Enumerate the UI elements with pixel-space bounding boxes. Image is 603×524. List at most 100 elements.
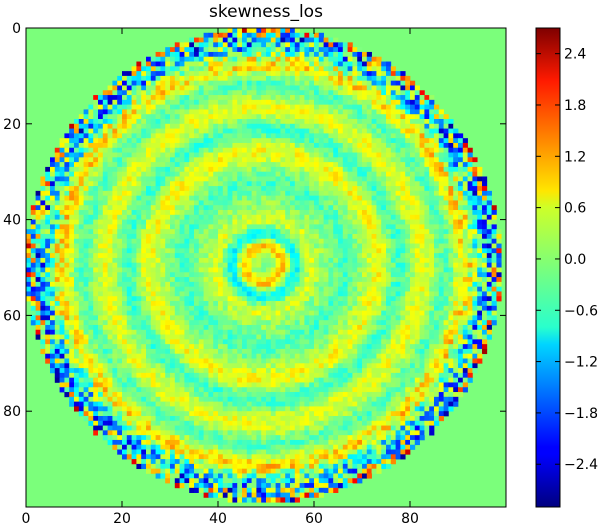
heatmap-cell (429, 219, 435, 225)
heatmap-cell (318, 186, 324, 192)
heatmap-cell (261, 166, 267, 173)
heatmap-cell (477, 195, 483, 201)
heatmap-cell (232, 301, 238, 307)
heatmap-cell (98, 109, 104, 115)
heatmap-cell (414, 315, 420, 321)
heatmap-cell (491, 253, 497, 259)
heatmap-cell (261, 104, 267, 110)
heatmap-cell (434, 166, 440, 173)
heatmap-cell (261, 95, 267, 101)
heatmap-cell (410, 281, 416, 288)
heatmap-cell (74, 152, 80, 158)
heatmap-cell (270, 219, 276, 225)
heatmap-cell (275, 157, 281, 163)
heatmap-cell (232, 267, 238, 273)
heatmap-cell (189, 61, 195, 67)
heatmap-cell (357, 224, 363, 230)
heatmap-cell (189, 75, 195, 82)
heatmap-cell (395, 291, 401, 297)
heatmap-cell (141, 315, 147, 321)
heatmap-cell (189, 257, 195, 264)
heatmap-cell (107, 243, 113, 249)
heatmap-cell (179, 162, 185, 168)
heatmap-cell (318, 248, 324, 254)
heatmap-cell (299, 219, 305, 225)
heatmap-cell (275, 162, 281, 168)
heatmap-cell (410, 142, 416, 149)
heatmap-cell (482, 214, 488, 220)
heatmap-cell (381, 104, 387, 110)
heatmap-cell (174, 233, 180, 240)
heatmap-cell (285, 281, 291, 288)
heatmap-cell (160, 296, 166, 302)
heatmap-cell (342, 85, 348, 91)
heatmap-cell (189, 210, 195, 216)
heatmap-cell (165, 147, 171, 153)
heatmap-cell (342, 42, 348, 48)
heatmap-cell (83, 186, 89, 192)
heatmap-cell (122, 267, 128, 273)
heatmap-cell (352, 85, 358, 91)
heatmap-cell (136, 253, 142, 259)
heatmap-cell (45, 277, 51, 283)
heatmap-cell (419, 315, 425, 321)
heatmap-cell (443, 305, 449, 311)
heatmap-cell (242, 310, 248, 316)
heatmap-cell (395, 109, 401, 115)
heatmap-cell (203, 291, 209, 297)
heatmap-cell (98, 248, 104, 254)
heatmap-cell (213, 104, 219, 110)
heatmap-cell (54, 166, 60, 173)
heatmap-cell (304, 157, 310, 163)
heatmap-cell (93, 104, 99, 110)
heatmap-cell (222, 90, 228, 96)
heatmap-cell (93, 277, 99, 283)
heatmap-cell (155, 253, 161, 259)
heatmap-cell (424, 166, 430, 173)
heatmap-cell (443, 291, 449, 297)
heatmap-cell (83, 195, 89, 201)
heatmap-cell (227, 90, 233, 96)
heatmap-cell (117, 114, 123, 120)
heatmap-cell (338, 157, 344, 163)
heatmap-cell (280, 205, 286, 211)
heatmap-cell (40, 238, 46, 244)
heatmap-cell (347, 42, 353, 48)
heatmap-cell (491, 238, 497, 244)
heatmap-cell (50, 229, 56, 235)
heatmap-cell (83, 296, 89, 302)
heatmap-cell (275, 176, 281, 182)
heatmap-cell (136, 138, 142, 144)
heatmap-cell (218, 104, 224, 110)
heatmap-cell (448, 205, 454, 211)
heatmap-cell (491, 214, 497, 220)
heatmap-cell (472, 277, 478, 283)
heatmap-cell (381, 200, 387, 206)
heatmap-cell (280, 75, 286, 82)
heatmap-cell (414, 243, 420, 249)
heatmap-cell (261, 85, 267, 91)
heatmap-cell (362, 219, 368, 225)
heatmap-cell (218, 248, 224, 254)
heatmap-cell (35, 320, 41, 326)
heatmap-cell (54, 262, 60, 268)
heatmap-cell (54, 162, 60, 168)
heatmap-cell (198, 200, 204, 206)
heatmap-cell (242, 32, 248, 38)
heatmap-cell (294, 205, 300, 211)
heatmap-cell (189, 277, 195, 283)
heatmap-cell (112, 243, 118, 249)
heatmap-cell (472, 238, 478, 244)
heatmap-cell (453, 152, 459, 158)
heatmap-cell (314, 224, 320, 230)
heatmap-cell (266, 157, 272, 163)
heatmap-cell (333, 315, 339, 321)
heatmap-cell (179, 80, 185, 86)
heatmap-cell (117, 99, 123, 105)
heatmap-cell (179, 176, 185, 182)
heatmap-cell (59, 253, 65, 259)
heatmap-cell (78, 238, 84, 244)
heatmap-cell (88, 123, 94, 129)
heatmap-cell (414, 147, 420, 153)
heatmap-cell (462, 181, 468, 187)
